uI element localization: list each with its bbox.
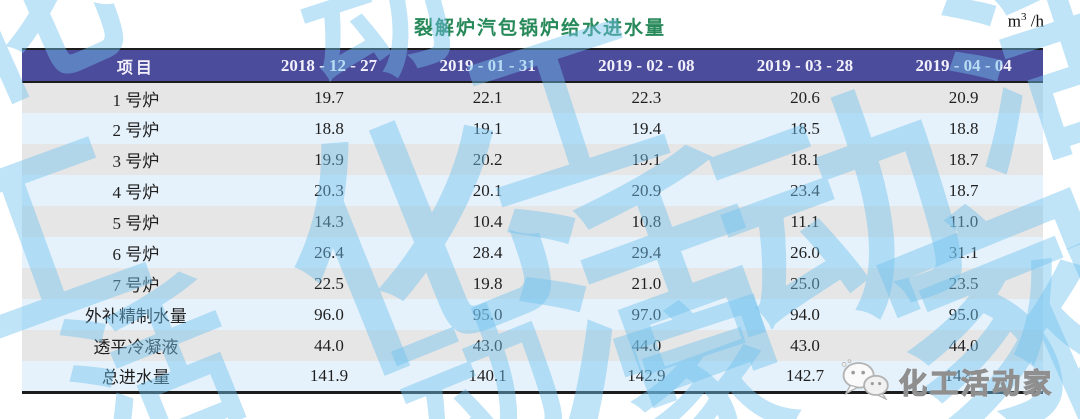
row-label: 3 号炉	[112, 152, 160, 171]
value-cell: 20.2	[472, 149, 503, 169]
page-title: 裂解炉汽包锅炉给水进水量	[413, 18, 666, 39]
value-cell: 97.0	[631, 304, 662, 324]
table-row: 6 号炉 26.4 28.4 29.4 26.0 31.1	[22, 237, 1043, 268]
value-cell: 26.0	[790, 242, 820, 262]
table-row: 7 号炉 22.5 19.8 21.0 25.0 23.5	[22, 268, 1043, 299]
value-cell: 11.0	[949, 211, 979, 231]
column-header-date: 2018 - 12 - 27	[280, 55, 378, 75]
table-body: 1 号炉 19.7 22.1 22.3 20.6 20.9 2 号炉 18.8 19.1 19.4…	[22, 82, 1043, 392]
table-row: 总进水量 141.9 140.1 142.9 142.7 142.7	[22, 361, 1043, 392]
unit-base: m	[1007, 11, 1022, 31]
value-cell: 140.1	[468, 365, 507, 385]
value-cell: 10.8	[631, 211, 662, 231]
value-cell: 23.5	[948, 273, 979, 293]
table-header-row: 项目 2018 - 12 - 27 2019 - 01 - 31 2019 - 02 …	[22, 49, 1043, 82]
value-cell: 20.6	[790, 88, 820, 107]
value-cell: 43.0	[472, 335, 503, 355]
unit-superscript: 3	[1021, 11, 1027, 23]
value-cell: 96.0	[314, 304, 344, 324]
unit-label: m3 /h	[1008, 11, 1044, 32]
value-cell: 18.7	[948, 180, 979, 200]
value-cell: 19.1	[472, 118, 503, 138]
value-cell: 95.0	[472, 304, 503, 324]
value-cell: 26.4	[314, 242, 344, 262]
value-cell: 18.5	[790, 118, 820, 138]
value-cell: 11.1	[790, 211, 820, 231]
value-cell: 25.0	[790, 273, 820, 293]
value-cell: 21.0	[631, 273, 662, 293]
value-cell: 22.3	[631, 88, 662, 107]
row-label: 7 号炉	[112, 276, 160, 295]
value-cell: 14.3	[314, 211, 344, 231]
table-row: 外补精制水量 96.0 95.0 97.0 94.0 95.0	[22, 299, 1043, 330]
table-row: 3 号炉 19.9 20.2 19.1 18.1 18.7	[22, 144, 1043, 175]
value-cell: 44.0	[948, 335, 979, 355]
table-row: 透平冷凝液 44.0 43.0 44.0 43.0 44.0	[22, 330, 1043, 361]
table-row: 4 号炉 20.3 20.1 20.9 23.4 18.7	[22, 175, 1043, 206]
value-cell: 29.4	[631, 242, 662, 262]
unit-denominator: /h	[1030, 11, 1044, 31]
value-cell: 94.0	[790, 304, 820, 324]
column-header-date: 2019 - 04 - 04	[915, 55, 1012, 75]
value-cell: 20.9	[631, 180, 662, 200]
row-label: 6 号炉	[112, 245, 160, 264]
value-cell: 142.7	[785, 365, 825, 385]
value-cell: 19.1	[631, 149, 662, 169]
feedwater-table: 项目 2018 - 12 - 27 2019 - 01 - 31 2019 - 02 …	[22, 48, 1043, 394]
value-cell: 23.4	[790, 180, 820, 200]
value-cell: 18.8	[948, 118, 979, 138]
column-header-date: 2019 - 03 - 28	[756, 55, 854, 75]
row-label: 透平冷凝液	[93, 338, 179, 357]
value-cell: 18.7	[948, 149, 979, 169]
row-label: 外补精制水量	[84, 307, 187, 326]
value-cell: 10.4	[472, 211, 503, 231]
value-cell: 142.9	[627, 365, 666, 385]
value-cell: 19.8	[472, 273, 503, 293]
value-cell: 31.1	[948, 242, 979, 262]
value-cell: 22.5	[314, 273, 344, 293]
column-header-date: 2019 - 01 - 31	[439, 55, 536, 75]
column-header-date: 2019 - 02 - 08	[598, 55, 695, 75]
table-row: 1 号炉 19.7 22.1 22.3 20.6 20.9	[22, 82, 1043, 113]
value-cell: 20.9	[948, 88, 979, 107]
row-label: 4 号炉	[112, 183, 160, 202]
value-cell: 95.0	[948, 304, 979, 324]
table-header: 项目 2018 - 12 - 27 2019 - 01 - 31 2019 - 02 …	[22, 49, 1043, 82]
value-cell: 142.7	[944, 365, 983, 385]
table-row: 5 号炉 14.3 10.4 10.8 11.1 11.0	[22, 206, 1043, 237]
value-cell: 44.0	[314, 335, 344, 355]
row-label: 1 号炉	[112, 90, 160, 110]
value-cell: 19.7	[314, 88, 344, 107]
value-cell: 43.0	[790, 335, 820, 355]
row-label: 5 号炉	[112, 214, 160, 233]
value-cell: 28.4	[472, 242, 503, 262]
value-cell: 22.1	[472, 88, 503, 107]
value-cell: 18.1	[790, 149, 820, 169]
value-cell: 20.1	[472, 180, 503, 200]
table-row: 2 号炉 18.8 19.1 19.4 18.5 18.8	[22, 113, 1043, 144]
value-cell: 44.0	[631, 335, 662, 355]
value-cell: 19.9	[314, 149, 344, 169]
column-header-item: 项目	[116, 59, 155, 77]
row-label: 总进水量	[101, 368, 170, 388]
value-cell: 141.9	[309, 365, 349, 385]
value-cell: 20.3	[314, 180, 344, 200]
value-cell: 18.8	[314, 118, 344, 138]
row-label: 2 号炉	[112, 121, 160, 140]
value-cell: 19.4	[631, 118, 662, 138]
